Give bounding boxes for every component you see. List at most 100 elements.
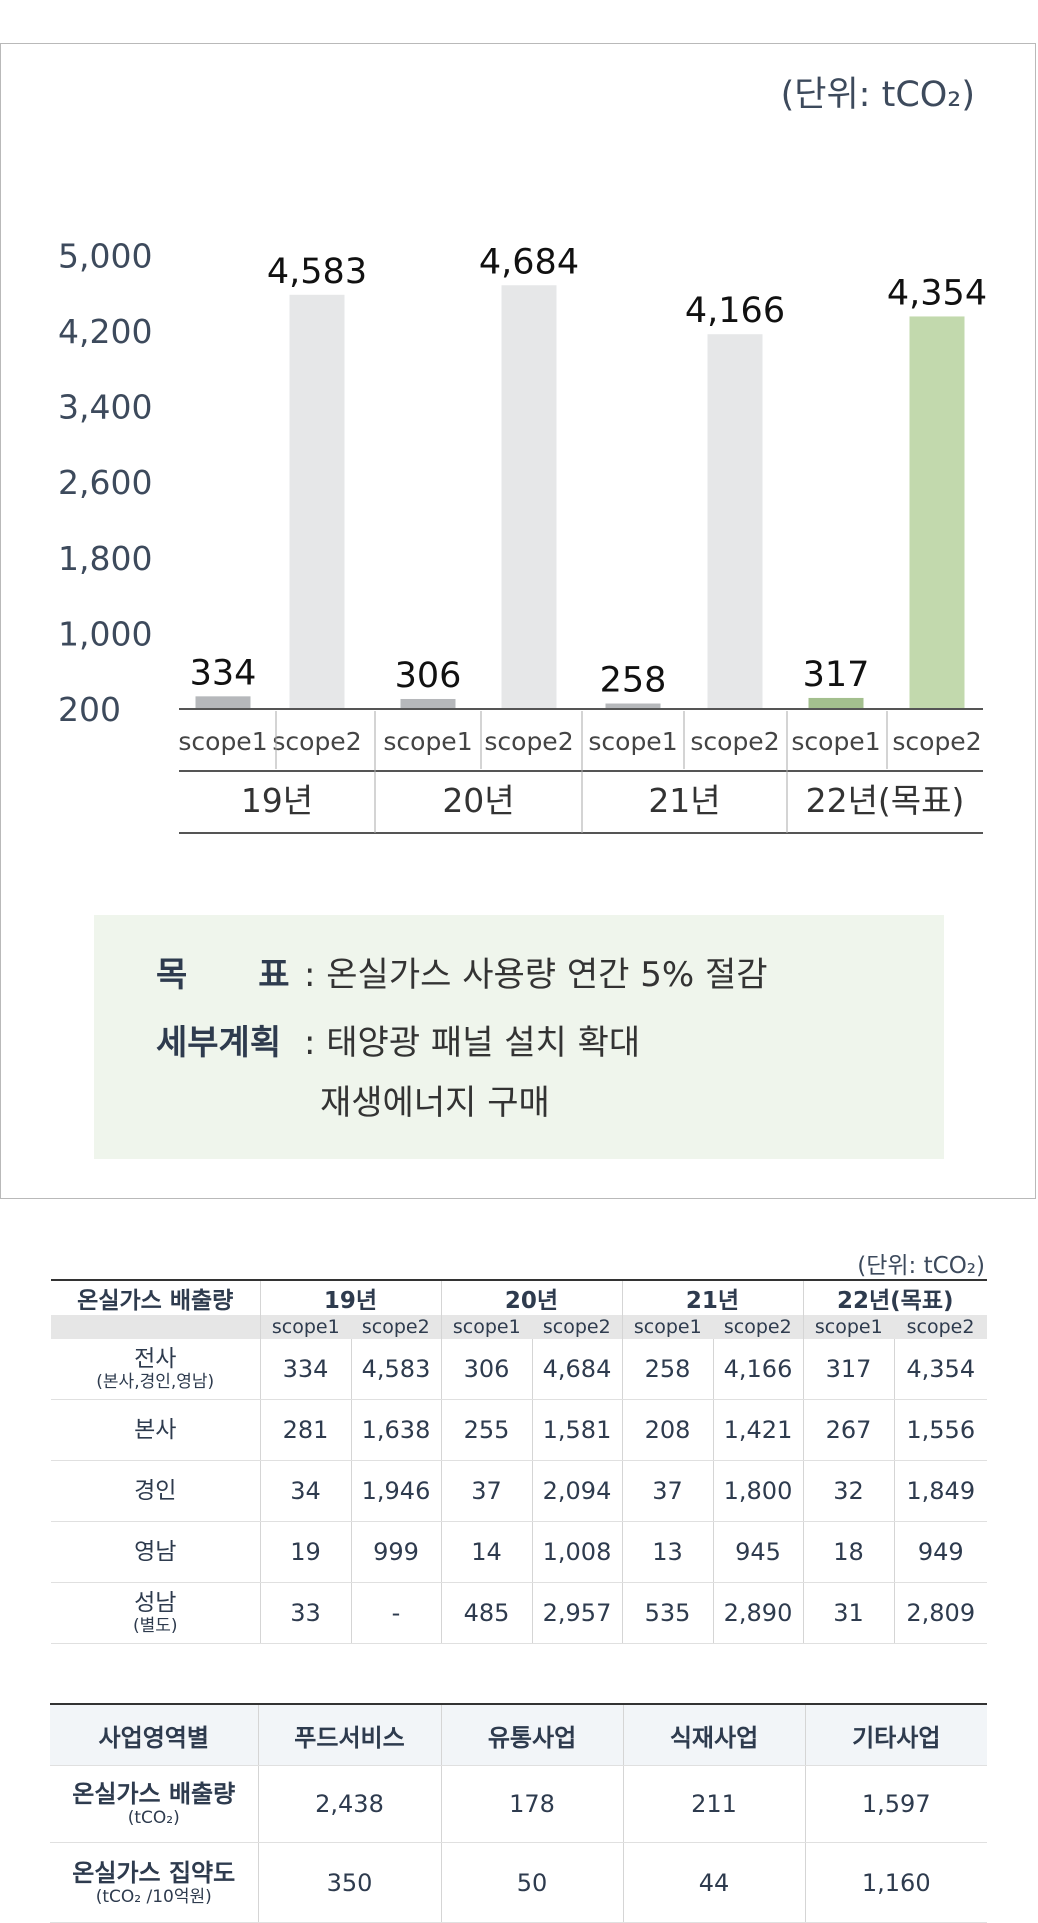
goal-plan-value-2: 재생에너지 구매 — [320, 1083, 550, 1123]
year-axis-label: 22년(목표) — [806, 781, 965, 820]
table-row: 본사 281 1,638 255 1,581 208 1,421 267 1,556 — [51, 1399, 987, 1461]
scope-header: scope1 — [621, 1315, 713, 1339]
business-column-header: 식재사업 — [622, 1703, 805, 1766]
bar-20년-scope2 — [501, 285, 557, 709]
table-cell: 949 — [893, 1521, 987, 1583]
table-cell: 2,957 — [531, 1582, 622, 1644]
bar-22년(목표)-scope2 — [909, 316, 965, 709]
scope-axis-label: scope2 — [272, 727, 361, 756]
emissions-table-body: 전사 (본사,경인,영남) 334 4,583 306 4,684 258 4,166 317 4… — [51, 1339, 987, 1644]
chart-unit-label: (단위: tCO₂) — [780, 75, 975, 115]
goal-plan-row: 세부계획 : 태양광 패널 설치 확대 — [156, 1015, 640, 1064]
y-tick-label: 3,400 — [58, 388, 152, 427]
bar-21년-scope2 — [707, 334, 763, 709]
goal-target-row: 목 표: 온실가스 사용량 연간 5% 절감 — [156, 947, 768, 996]
table-cell: 2,809 — [893, 1582, 987, 1644]
table-cell: 14 — [440, 1521, 532, 1583]
bar-22년(목표)-scope1 — [808, 697, 864, 709]
table-cell: 2,438 — [257, 1765, 441, 1843]
table-cell: 31 — [802, 1582, 894, 1644]
chart-panel: (단위: tCO₂) 5,000 4,200 3,400 2,600 1,800 1,00… — [0, 43, 1036, 1199]
table-cell: 2,890 — [712, 1582, 803, 1644]
year-axis-label: 21년 — [648, 781, 720, 820]
year-axis-label: 20년 — [442, 781, 514, 820]
table-cell: 1,946 — [350, 1460, 441, 1522]
table-row: 전사 (본사,경인,영남) 334 4,583 306 4,684 258 4,166 317 4… — [51, 1339, 987, 1400]
row-name: 전사 — [134, 1346, 177, 1372]
scope-header-blank — [51, 1315, 260, 1339]
table-cell: 306 — [440, 1339, 532, 1400]
year-header: 21년 — [621, 1279, 803, 1315]
table-header-title: 온실가스 배출량 — [51, 1279, 260, 1315]
business-column-header: 유통사업 — [440, 1703, 623, 1766]
row-name: 성남 — [134, 1590, 177, 1616]
goal-box: 목 표: 온실가스 사용량 연간 5% 절감 세부계획 : 태양광 패널 설치 확… — [94, 915, 944, 1159]
table-cell: 19 — [259, 1521, 351, 1583]
table-header-row: 온실가스 배출량 19년 20년 21년 22년(목표) — [51, 1279, 987, 1315]
table-cell: 281 — [259, 1399, 351, 1461]
table-cell: 44 — [622, 1842, 805, 1923]
row-name-cell: 전사 (본사,경인,영남) — [51, 1339, 260, 1400]
goal-plan-label: 세부계획 — [156, 1023, 282, 1063]
year-header: 22년(목표) — [802, 1279, 987, 1315]
table-cell: 208 — [621, 1399, 713, 1461]
table-cell: 267 — [802, 1399, 894, 1461]
bar-21년-scope1 — [605, 703, 661, 709]
bar-19년-scope1 — [195, 696, 251, 709]
business-column-header: 기타사업 — [804, 1703, 987, 1766]
bar-value-label: 258 — [600, 661, 667, 701]
y-tick-label: 4,200 — [58, 312, 152, 351]
business-header-row: 사업영역별 푸드서비스 유통사업 식재사업 기타사업 — [50, 1703, 987, 1766]
table-cell: 999 — [350, 1521, 441, 1583]
row-name-cell: 온실가스 집약도 (tCO₂ /10억원) — [50, 1842, 258, 1923]
row-name: 온실가스 배출량 — [72, 1780, 236, 1808]
table-cell: 18 — [802, 1521, 894, 1583]
row-name-sub: (본사,경인,영남) — [96, 1372, 215, 1392]
scope-axis-label: scope1 — [791, 727, 880, 756]
row-name-sub: (별도) — [132, 1616, 178, 1636]
table-cell: 485 — [440, 1582, 532, 1644]
table-cell: 945 — [712, 1521, 803, 1583]
row-name-cell: 영남 — [51, 1521, 260, 1583]
table-cell: 1,421 — [712, 1399, 803, 1461]
table-cell: 4,166 — [712, 1339, 803, 1400]
table-cell: 1,849 — [893, 1460, 987, 1522]
table-cell: 4,583 — [350, 1339, 441, 1400]
table-cell: 33 — [259, 1582, 351, 1644]
scope-header-row: scope1 scope2 scope1 scope2 scope1 scope… — [51, 1315, 987, 1339]
bar-value-label: 4,684 — [479, 242, 579, 282]
scope-header: scope2 — [894, 1315, 987, 1339]
row-name-cell: 온실가스 배출량 (tCO₂) — [50, 1765, 258, 1843]
table-cell: 4,684 — [531, 1339, 622, 1400]
table-cell: 4,354 — [893, 1339, 987, 1400]
emissions-table: 온실가스 배출량 19년 20년 21년 22년(목표) scope1 scop… — [51, 1279, 987, 1644]
row-name: 영남 — [134, 1539, 177, 1565]
goal-target-value: : 온실가스 사용량 연간 5% 절감 — [304, 955, 768, 995]
y-tick-label: 200 — [58, 690, 121, 729]
table-cell: 32 — [802, 1460, 894, 1522]
scope-header: scope2 — [532, 1315, 622, 1339]
year-axis-label: 19년 — [241, 781, 313, 820]
scope-axis-label: scope2 — [892, 727, 981, 756]
table-cell: 258 — [621, 1339, 713, 1400]
scope-axis-label: scope2 — [484, 727, 573, 756]
row-name-sub: (tCO₂ /10억원) — [95, 1886, 212, 1907]
row-name-cell: 성남 (별도) — [51, 1582, 260, 1644]
table-unit-label: (단위: tCO₂) — [857, 1253, 985, 1279]
business-table: 사업영역별 푸드서비스 유통사업 식재사업 기타사업 온실가스 배출량 (tCO… — [50, 1703, 987, 1923]
row-name: 본사 — [134, 1417, 177, 1443]
scope-header: scope1 — [259, 1315, 351, 1339]
year-header: 20년 — [440, 1279, 622, 1315]
goal-plan-value: : 태양광 패널 설치 확대 — [304, 1023, 641, 1063]
scope-header: scope1 — [802, 1315, 894, 1339]
bar-value-label: 334 — [190, 653, 257, 693]
bar-value-label: 4,583 — [267, 252, 367, 292]
scope-axis-label: scope1 — [383, 727, 472, 756]
scope-header: scope2 — [351, 1315, 441, 1339]
bar-value-label: 4,166 — [685, 291, 785, 331]
table-cell: 1,556 — [893, 1399, 987, 1461]
y-tick-label: 5,000 — [58, 236, 152, 275]
table-cell: 1,638 — [350, 1399, 441, 1461]
table-cell: 37 — [621, 1460, 713, 1522]
y-tick-label: 2,600 — [58, 463, 152, 502]
